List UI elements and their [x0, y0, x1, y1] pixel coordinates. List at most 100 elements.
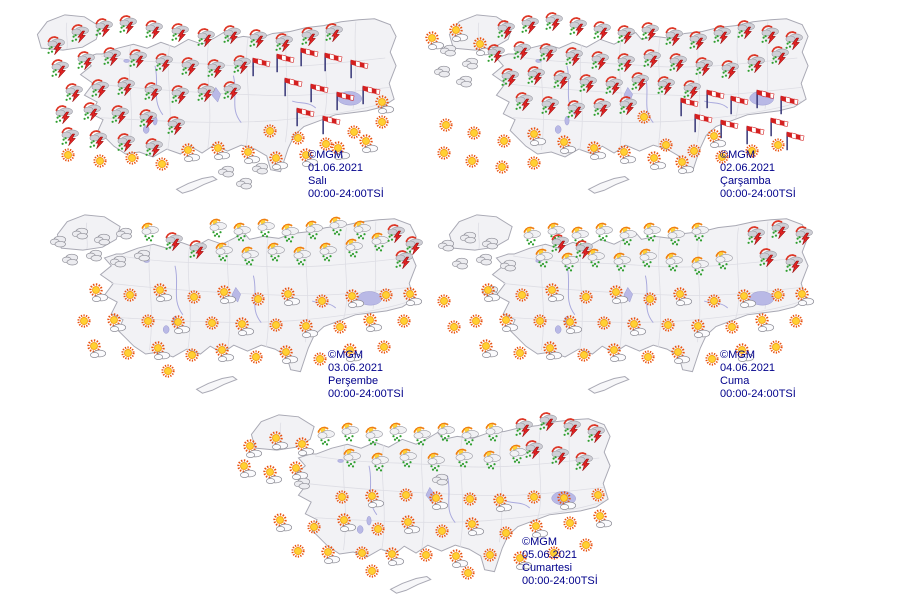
thunderstorm-icon: [561, 416, 583, 438]
thunderstorm-icon: [565, 98, 587, 120]
partly-icon: [527, 518, 549, 540]
thunderstorm-icon: [89, 77, 111, 99]
showers-icon: [593, 220, 615, 242]
windsock-icon: [715, 114, 741, 140]
windsock-icon: [725, 90, 751, 116]
sunny-icon: [124, 150, 141, 167]
partly-icon: [555, 134, 577, 156]
partly-icon: [239, 144, 261, 166]
thunderstorm-icon: [93, 16, 115, 38]
thunderstorm-icon: [169, 21, 191, 43]
thunderstorm-icon: [247, 27, 269, 49]
sunny-icon: [268, 317, 285, 334]
thunderstorm-icon: [195, 81, 217, 103]
showers-icon: [411, 424, 433, 446]
showers-icon: [397, 446, 419, 468]
showers-icon: [713, 248, 735, 270]
cloudy-icon: [216, 161, 236, 181]
thunderstorm-icon: [101, 45, 123, 67]
sunny-icon: [370, 521, 387, 538]
thunderstorm-icon: [549, 232, 571, 254]
sunny-icon: [140, 313, 157, 330]
partly-icon: [215, 284, 237, 306]
thunderstorm-icon: [615, 23, 637, 45]
showers-icon: [545, 220, 567, 242]
partly-icon: [343, 288, 365, 310]
partly-icon: [233, 316, 255, 338]
thunderstorm-icon: [769, 44, 791, 66]
sunny-icon: [76, 313, 93, 330]
thunderstorm-icon: [117, 13, 139, 35]
showers-icon: [689, 254, 711, 276]
partly-icon: [673, 154, 695, 176]
sunny-icon: [768, 339, 785, 356]
sunny-icon: [314, 293, 331, 310]
partly-icon: [543, 282, 565, 304]
partly-icon: [753, 312, 775, 334]
day-label: Çarşamba: [720, 175, 771, 187]
thunderstorm-icon: [641, 47, 663, 69]
partly-icon: [625, 316, 647, 338]
sunny-icon: [512, 345, 529, 362]
showers-icon: [303, 218, 325, 240]
thunderstorm-icon: [143, 18, 165, 40]
sunny-icon: [642, 291, 659, 308]
thunderstorm-icon: [745, 52, 767, 74]
sunny-icon: [770, 287, 787, 304]
windsock-icon: [765, 112, 791, 138]
cloudy-icon: [438, 40, 458, 60]
time-range-label: 00:00-24:00TSİ: [308, 188, 384, 200]
cloudy-icon: [474, 249, 494, 269]
partly-icon: [149, 340, 171, 362]
thunderstorm-icon: [783, 29, 805, 51]
sunny-icon: [640, 349, 657, 366]
partly-icon: [361, 312, 383, 334]
sunny-icon: [514, 287, 531, 304]
thunderstorm-icon: [563, 45, 585, 67]
thunderstorm-icon: [591, 96, 613, 118]
sunny-icon: [526, 155, 543, 172]
windsock-icon: [271, 48, 297, 74]
partly-icon: [329, 140, 351, 162]
partly-icon: [209, 140, 231, 162]
thunderstorm-icon: [523, 438, 545, 460]
windsock-icon: [357, 80, 383, 106]
sunny-icon: [154, 156, 171, 173]
partly-icon: [341, 342, 363, 364]
showers-icon: [425, 450, 447, 472]
thunderstorm-icon: [87, 128, 109, 150]
thunderstorm-icon: [525, 64, 547, 86]
showers-icon: [255, 216, 277, 238]
windsock-icon: [741, 120, 767, 146]
showers-icon: [481, 448, 503, 470]
partly-icon: [427, 490, 449, 512]
partly-icon: [267, 430, 289, 452]
thunderstorm-icon: [793, 224, 815, 246]
partly-icon: [525, 126, 547, 148]
cloudy-icon: [498, 255, 518, 275]
partly-icon: [705, 128, 727, 150]
sunny-icon: [418, 547, 435, 564]
cloudy-icon: [436, 235, 456, 255]
thunderstorm-icon: [591, 19, 613, 41]
icon-layer: [420, 205, 815, 405]
sunny-icon: [636, 109, 653, 126]
thunderstorm-icon: [49, 57, 71, 79]
cloudy-icon: [92, 229, 112, 249]
sunny-icon: [658, 137, 675, 154]
thunderstorm-icon: [485, 42, 507, 64]
date-label: 04.06.2021: [720, 362, 776, 374]
partly-icon: [241, 438, 263, 460]
thunderstorm-icon: [537, 410, 559, 432]
copyright-label: ©MGM: [720, 149, 755, 161]
sunny-icon: [306, 519, 323, 536]
partly-icon: [555, 490, 577, 512]
thunderstorm-icon: [53, 103, 75, 125]
windsock-icon: [319, 47, 345, 73]
cloudy-icon: [84, 245, 104, 265]
thunderstorm-icon: [567, 15, 589, 37]
sunny-icon: [398, 487, 415, 504]
cloudy-icon: [432, 61, 452, 81]
sunny-icon: [562, 515, 579, 532]
sunny-icon: [204, 315, 221, 332]
